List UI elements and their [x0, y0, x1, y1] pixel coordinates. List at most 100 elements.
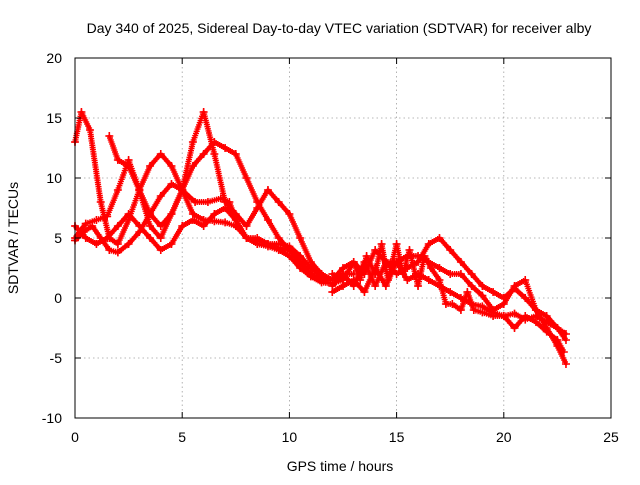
- data-point: [242, 234, 251, 242]
- data-point: [263, 186, 272, 194]
- data-point: [317, 272, 326, 281]
- data-point: [167, 180, 176, 188]
- data-point: [156, 192, 165, 200]
- data-point: [448, 300, 457, 308]
- data-point: [456, 270, 465, 278]
- data-point: [521, 276, 530, 284]
- data-point: [221, 204, 230, 212]
- data-point: [113, 186, 122, 194]
- data-point: [124, 240, 133, 248]
- data-point: [362, 252, 371, 260]
- y-tick-label: 20: [46, 50, 62, 66]
- data-point: [242, 222, 251, 230]
- data-point: [199, 222, 208, 230]
- data-point: [414, 252, 423, 260]
- data-point: [285, 242, 294, 251]
- data-point: [510, 282, 519, 290]
- y-tick-label: -5: [50, 350, 63, 366]
- data-point: [203, 198, 212, 206]
- data-point: [467, 282, 476, 290]
- data-point: [381, 282, 390, 290]
- data-point: [371, 264, 380, 272]
- data-point: [424, 240, 433, 248]
- data-point: [553, 342, 562, 350]
- y-tick-label: 15: [46, 110, 62, 126]
- data-point: [424, 276, 433, 284]
- series-trace-8: [328, 246, 570, 338]
- data-point: [210, 217, 219, 226]
- data-point: [349, 276, 358, 284]
- data-point: [105, 132, 114, 140]
- data-point: [521, 294, 530, 302]
- data-point: [456, 294, 465, 302]
- data-point: [403, 264, 412, 272]
- data-point: [306, 264, 315, 272]
- data-point: [113, 222, 122, 230]
- data-point: [263, 216, 272, 224]
- data-point: [467, 270, 476, 278]
- y-tick-label: 0: [54, 290, 62, 306]
- data-point: [167, 210, 176, 218]
- data-point: [178, 186, 187, 194]
- data-point: [242, 174, 251, 182]
- y-tick-label: -10: [42, 410, 62, 426]
- data-point: [446, 270, 455, 278]
- data-point: [403, 276, 412, 284]
- data-point: [199, 150, 208, 158]
- series-layer: [71, 108, 570, 368]
- data-point: [414, 282, 423, 290]
- data-point: [446, 288, 455, 296]
- data-point: [210, 210, 219, 218]
- data-point: [253, 204, 262, 212]
- data-point: [463, 288, 472, 296]
- data-point: [542, 318, 551, 326]
- data-point: [296, 264, 305, 272]
- data-point: [156, 150, 165, 158]
- data-point: [210, 150, 219, 158]
- data-point: [478, 302, 487, 311]
- data-point: [231, 216, 240, 224]
- data-point: [392, 258, 401, 266]
- data-point: [360, 288, 369, 296]
- data-point: [510, 309, 519, 318]
- data-point: [435, 282, 444, 290]
- data-point: [489, 288, 498, 296]
- chart-title: Day 340 of 2025, Sidereal Day-to-day VTE…: [87, 20, 592, 36]
- data-point: [105, 246, 114, 254]
- x-tick-label: 10: [282, 429, 298, 445]
- data-point: [156, 246, 165, 254]
- data-point: [103, 212, 112, 221]
- series-trace-4: [71, 180, 347, 288]
- data-point: [435, 234, 444, 242]
- data-point: [499, 312, 508, 320]
- data-point: [328, 276, 337, 284]
- x-tick-label: 20: [496, 429, 512, 445]
- data-point: [178, 222, 187, 230]
- data-point: [146, 222, 155, 230]
- data-point: [199, 108, 208, 116]
- data-point: [435, 264, 444, 272]
- data-point: [231, 150, 240, 158]
- data-point: [86, 126, 95, 134]
- data-point: [371, 246, 380, 254]
- data-point: [553, 324, 562, 332]
- data-point: [531, 312, 540, 320]
- data-point: [467, 300, 476, 308]
- data-point: [510, 324, 519, 332]
- data-point: [274, 240, 283, 248]
- data-point: [377, 240, 386, 248]
- data-point: [81, 219, 90, 228]
- data-point: [339, 264, 347, 272]
- data-point: [403, 252, 412, 260]
- data-point: [92, 216, 101, 224]
- data-point: [478, 282, 487, 290]
- data-point: [349, 258, 358, 266]
- data-point: [124, 156, 133, 164]
- data-point: [113, 156, 122, 164]
- data-point: [561, 336, 570, 344]
- y-tick-label: 5: [54, 230, 62, 246]
- data-point: [146, 234, 155, 242]
- data-point: [489, 308, 498, 317]
- data-point: [392, 240, 401, 248]
